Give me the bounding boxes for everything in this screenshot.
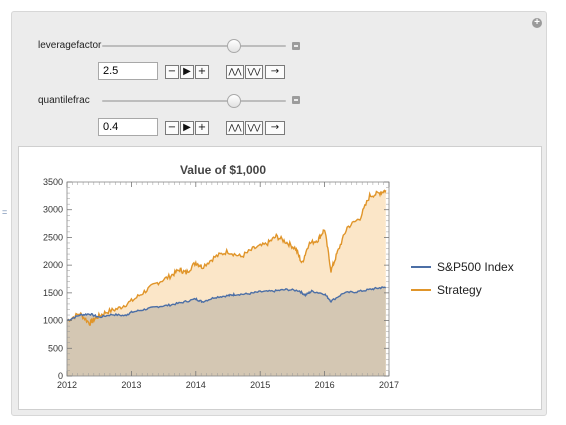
- quantile-slider-thumb[interactable]: [227, 94, 241, 108]
- leverage-slider-thumb[interactable]: [227, 39, 241, 53]
- x-tick-label: 2013: [121, 380, 141, 390]
- series-area-0: [67, 287, 386, 376]
- y-tick-label: 2500: [43, 232, 63, 242]
- add-icon[interactable]: +: [532, 18, 542, 28]
- quantile-label: quantilefrac: [38, 95, 90, 106]
- leverage-direction-button[interactable]: →: [265, 65, 285, 79]
- quantile-direction-button[interactable]: →: [265, 121, 285, 135]
- y-tick-label: 1500: [43, 288, 63, 298]
- chart-title: Value of $1,000: [180, 163, 266, 177]
- y-tick-label: 3000: [43, 205, 63, 215]
- quantile-faster-button[interactable]: ⋀⋀: [226, 121, 244, 135]
- x-tick-label: 2014: [186, 380, 206, 390]
- quantile-play-button[interactable]: ▶: [180, 121, 194, 135]
- quantile-slower-button[interactable]: ⋁⋁: [245, 121, 263, 135]
- series-line-0: [66, 286, 387, 322]
- quantile-options-icon[interactable]: [292, 96, 300, 104]
- quantile-input[interactable]: 0.4: [98, 118, 158, 136]
- y-tick-label: 1000: [43, 316, 63, 326]
- x-tick-label: 2012: [57, 380, 77, 390]
- y-tick-label: 3500: [43, 177, 63, 187]
- leverage-slider[interactable]: [102, 45, 286, 47]
- x-tick-label: 2017: [379, 380, 399, 390]
- leverage-slower-button[interactable]: ⋁⋁: [245, 65, 263, 79]
- leverage-label: leveragefactor: [38, 40, 102, 51]
- output-marker: =: [2, 207, 8, 217]
- leverage-faster-button[interactable]: ⋀⋀: [226, 65, 244, 79]
- leverage-play-button[interactable]: ▶: [180, 65, 194, 79]
- chart: Value of $1,000 0 500 1000 1500 2000 2500 3000…: [43, 163, 514, 390]
- y-tick-label: 0: [58, 371, 63, 381]
- leverage-plus-button[interactable]: +: [195, 65, 209, 79]
- x-tick-label: 2015: [250, 380, 270, 390]
- y-tick-label: 2000: [43, 260, 63, 270]
- legend-label-0: S&P500 Index: [437, 260, 514, 274]
- quantile-plus-button[interactable]: +: [195, 121, 209, 135]
- series-line-1: [66, 189, 387, 326]
- leverage-minus-button[interactable]: −: [165, 65, 179, 79]
- quantile-slider[interactable]: [102, 100, 286, 102]
- quantile-minus-button[interactable]: −: [165, 121, 179, 135]
- x-tick-label: 2016: [315, 380, 335, 390]
- leverage-input[interactable]: 2.5: [98, 62, 158, 80]
- y-tick-label: 500: [48, 343, 63, 353]
- leverage-options-icon[interactable]: [292, 42, 300, 50]
- legend-label-1: Strategy: [437, 283, 482, 297]
- plot-frame: Value of $1,000 0 500 1000 1500 2000 2500 3000…: [18, 146, 542, 410]
